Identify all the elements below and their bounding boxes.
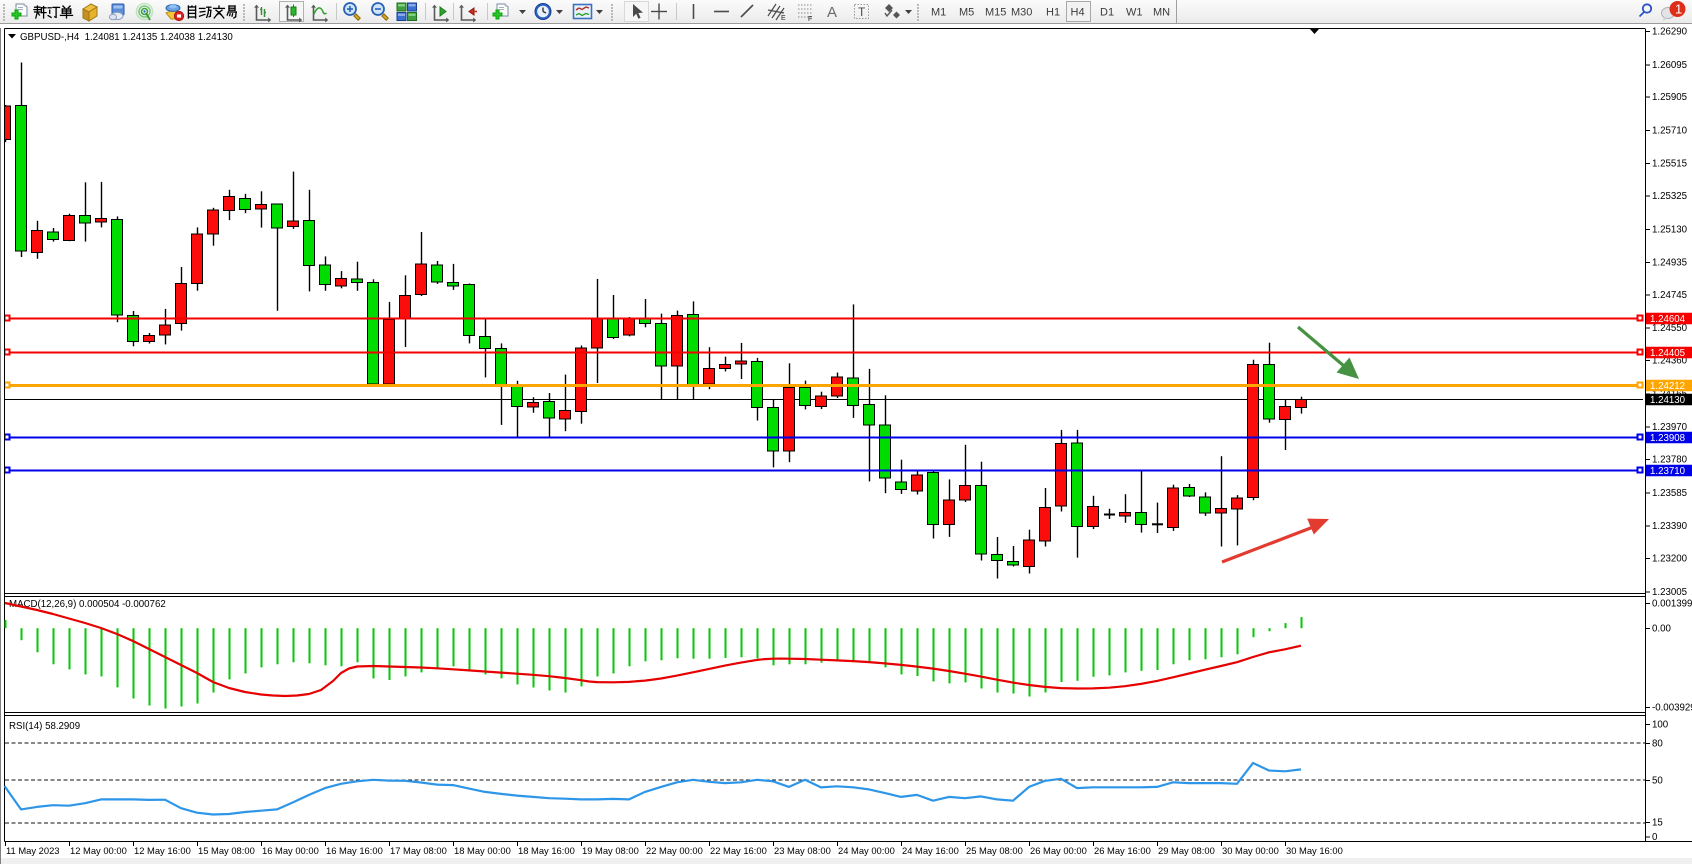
svg-text:D1: D1: [1100, 7, 1114, 19]
svg-text:30 May 16:00: 30 May 16:00: [1286, 845, 1343, 856]
svg-text:16 May 16:00: 16 May 16:00: [326, 845, 383, 856]
svg-text:1.24130: 1.24130: [1650, 395, 1686, 406]
svg-text:M30: M30: [1011, 7, 1032, 19]
svg-text:0.001399: 0.001399: [1652, 599, 1692, 610]
svg-text:1.24405: 1.24405: [1650, 348, 1685, 359]
svg-text:1.23390: 1.23390: [1652, 521, 1688, 532]
svg-text:A: A: [827, 4, 837, 21]
svg-text:1.23005: 1.23005: [1652, 587, 1687, 598]
svg-text:F: F: [808, 16, 812, 23]
svg-text:26 May 00:00: 26 May 00:00: [1030, 845, 1087, 856]
svg-text:18 May 16:00: 18 May 16:00: [518, 845, 575, 856]
svg-text:23 May 08:00: 23 May 08:00: [774, 845, 831, 856]
svg-text:19 May 08:00: 19 May 08:00: [582, 845, 639, 856]
svg-text:T: T: [858, 5, 866, 19]
svg-text:1.23710: 1.23710: [1650, 466, 1686, 477]
svg-text:15 May 08:00: 15 May 08:00: [198, 845, 255, 856]
svg-text:1.24745: 1.24745: [1652, 290, 1687, 301]
svg-text:12 May 00:00: 12 May 00:00: [70, 845, 127, 856]
svg-text:11 May 2023: 11 May 2023: [6, 845, 60, 856]
svg-text:W1: W1: [1126, 7, 1143, 19]
svg-text:1.25515: 1.25515: [1652, 159, 1687, 170]
svg-text:25 May 08:00: 25 May 08:00: [966, 845, 1023, 856]
svg-text:GBPUSD-,H4 1.24081 1.24135 1.: GBPUSD-,H4 1.24081 1.24135 1.24038 1.241…: [20, 32, 233, 43]
svg-text:24 May 16:00: 24 May 16:00: [902, 845, 959, 856]
svg-text:24 May 00:00: 24 May 00:00: [838, 845, 895, 856]
svg-text:1.24550: 1.24550: [1652, 323, 1688, 334]
svg-text:29 May 08:00: 29 May 08:00: [1158, 845, 1215, 856]
svg-text:26 May 16:00: 26 May 16:00: [1094, 845, 1151, 856]
svg-text:18 May 00:00: 18 May 00:00: [454, 845, 511, 856]
svg-text:15: 15: [1652, 818, 1663, 829]
svg-text:1.24604: 1.24604: [1650, 314, 1686, 325]
svg-text:30 May 00:00: 30 May 00:00: [1222, 845, 1279, 856]
svg-text:M15: M15: [985, 7, 1006, 19]
svg-text:H1: H1: [1046, 7, 1060, 19]
svg-text:22 May 00:00: 22 May 00:00: [646, 845, 703, 856]
svg-text:E: E: [781, 15, 786, 22]
svg-text:1.24212: 1.24212: [1650, 381, 1685, 392]
svg-text:100: 100: [1652, 720, 1669, 731]
svg-text:1: 1: [1675, 2, 1682, 17]
svg-text:MACD(12,26,9) 0.000504 -0.0007: MACD(12,26,9) 0.000504 -0.000762: [9, 599, 166, 610]
svg-text:1.23970: 1.23970: [1652, 422, 1688, 433]
svg-text:MN: MN: [1153, 7, 1170, 19]
svg-text:16 May 00:00: 16 May 00:00: [262, 845, 319, 856]
svg-text:1.23200: 1.23200: [1652, 554, 1688, 565]
svg-text:22 May 16:00: 22 May 16:00: [710, 845, 767, 856]
svg-text:-0.003929: -0.003929: [1652, 703, 1692, 714]
svg-text:H4: H4: [1071, 7, 1085, 19]
svg-text:17 May 08:00: 17 May 08:00: [390, 845, 447, 856]
svg-text:1.24360: 1.24360: [1652, 356, 1688, 367]
svg-text:RSI(14) 58.2909: RSI(14) 58.2909: [9, 721, 80, 732]
svg-text:50: 50: [1652, 776, 1663, 787]
svg-text:1.23908: 1.23908: [1650, 433, 1685, 444]
svg-text:0.00: 0.00: [1652, 624, 1671, 635]
svg-text:1.25130: 1.25130: [1652, 224, 1688, 235]
svg-text:1.25710: 1.25710: [1652, 125, 1688, 136]
svg-text:M1: M1: [931, 7, 946, 19]
svg-text:1.26095: 1.26095: [1652, 60, 1687, 71]
svg-text:1.23585: 1.23585: [1652, 488, 1687, 499]
svg-text:1.25325: 1.25325: [1652, 191, 1687, 202]
svg-text:1.24935: 1.24935: [1652, 258, 1687, 269]
svg-text:1.25905: 1.25905: [1652, 92, 1687, 103]
svg-text:0: 0: [1652, 832, 1658, 843]
svg-text:1.26290: 1.26290: [1652, 27, 1688, 38]
svg-text:1.23780: 1.23780: [1652, 455, 1688, 466]
svg-text:M5: M5: [959, 7, 974, 19]
svg-text:80: 80: [1652, 739, 1663, 750]
svg-text:12 May 16:00: 12 May 16:00: [134, 845, 191, 856]
